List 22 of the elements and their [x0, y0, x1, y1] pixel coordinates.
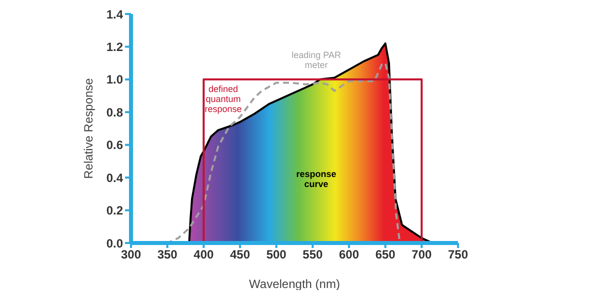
x-tick-label: 400 [194, 248, 214, 262]
y-tick-label: 0.6 [106, 138, 124, 152]
x-tick-label: 350 [157, 248, 178, 262]
x-tick-label: 700 [412, 248, 432, 262]
y-tick-label: 0.2 [106, 204, 124, 218]
y-tick-label: 0.4 [106, 170, 124, 185]
series-label: defined quantum response [204, 84, 243, 114]
x-tick-label: 500 [266, 248, 287, 262]
y-tick-label: 0.0 [106, 236, 124, 250]
x-tick-label: 750 [448, 248, 468, 262]
y-tick-label: 1.2 [106, 40, 124, 54]
x-tick-label: 550 [302, 248, 323, 262]
y-tick-label: 1.0 [106, 72, 124, 87]
series-label: leading PAR meter [291, 50, 342, 70]
x-tick-label: 650 [375, 248, 396, 262]
x-tick-label: 300 [120, 248, 142, 262]
y-axis-title: Relative Response [81, 78, 96, 179]
y-tick-label: 0.8 [106, 105, 124, 120]
y-tick-label: 1.4 [106, 7, 124, 22]
series-label: response curve [295, 169, 338, 190]
x-tick-label: 450 [230, 248, 250, 262]
x-tick-label: 600 [338, 248, 360, 262]
